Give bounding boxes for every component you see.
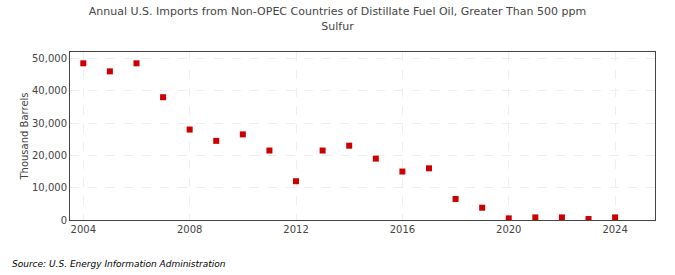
svg-text:2012: 2012	[283, 224, 308, 235]
svg-text:0: 0	[61, 215, 67, 226]
svg-text:2024: 2024	[602, 224, 627, 235]
svg-text:Thousand Barrels: Thousand Barrels	[19, 92, 30, 180]
svg-text:2004: 2004	[71, 224, 96, 235]
svg-text:40,000: 40,000	[32, 85, 67, 96]
svg-text:2016: 2016	[390, 224, 415, 235]
svg-text:2020: 2020	[496, 224, 521, 235]
svg-text:10,000: 10,000	[32, 182, 67, 193]
svg-text:Source: U.S. Energy Informatio: Source: U.S. Energy Information Administ…	[12, 259, 226, 269]
svg-text:Annual U.S. Imports from Non-O: Annual U.S. Imports from Non-OPEC Countr…	[89, 5, 586, 32]
svg-text:2008: 2008	[177, 224, 202, 235]
svg-text:20,000: 20,000	[32, 150, 67, 161]
svg-text:50,000: 50,000	[32, 53, 67, 64]
svg-text:30,000: 30,000	[32, 118, 67, 129]
